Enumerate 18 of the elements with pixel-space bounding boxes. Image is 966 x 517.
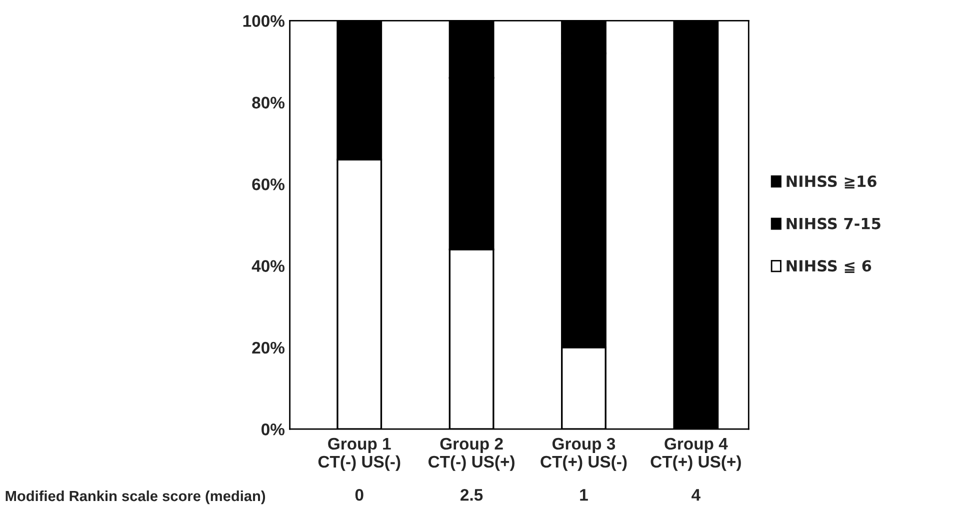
x-tick-label: Group 3 CT(+) US(-) (540, 438, 627, 471)
y-tick-label: 20% (252, 342, 284, 354)
x-tick-label: Group 2 CT(-) US(+) (428, 438, 514, 471)
legend-label: NIHSS 7-15 (786, 218, 880, 230)
x-tick-label: Group 1 CT(-) US(-) (318, 438, 400, 471)
text: 1 (580, 489, 588, 501)
legend-label: NIHSS ≧16 (786, 175, 876, 188)
x-tick-label: Group 4 CT(+) US(+) (650, 438, 741, 471)
y-tick-label: 60% (252, 178, 284, 190)
y-tick-label: 0% (262, 424, 284, 436)
text: Modified Rankin scale score (median) (6, 490, 266, 504)
text: 2.5 (460, 488, 483, 501)
text: 0 (355, 488, 364, 501)
legend-label: NIHSS ≦ 6 (786, 260, 872, 274)
text: 4 (692, 489, 700, 501)
y-tick-label: 40% (252, 260, 284, 272)
y-tick-label: 100% (243, 15, 284, 27)
y-tick-label: 80% (252, 96, 284, 109)
